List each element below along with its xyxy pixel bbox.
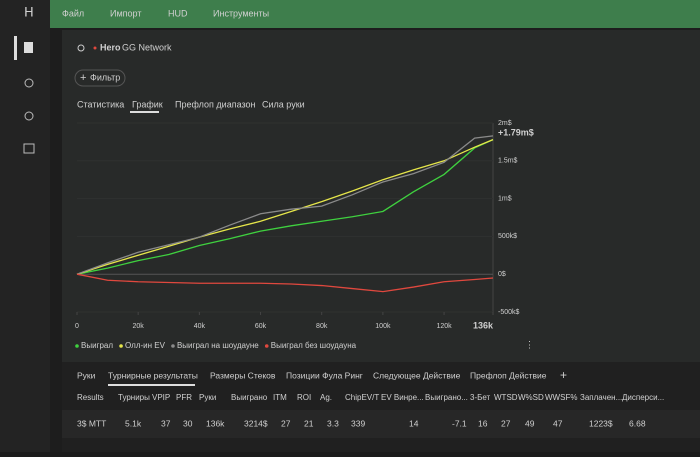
column-header[interactable]: ChipEV/T (345, 393, 379, 402)
x-tick-label: 40k (194, 323, 206, 330)
series-line (76, 139, 494, 275)
table-cell: 27 (281, 418, 291, 428)
bottom-tab[interactable]: Руки (77, 370, 96, 380)
column-header[interactable]: EV Винре... (381, 393, 424, 402)
sidebar (0, 0, 50, 452)
table-cell: 3.3 (327, 418, 339, 428)
series-line (76, 139, 494, 275)
column-header[interactable]: Заплачен... (580, 393, 622, 402)
x-tick-label: 20k (133, 323, 145, 330)
table-cell: 47 (553, 418, 563, 428)
column-header[interactable]: WTSD (494, 393, 518, 402)
series-line (76, 135, 494, 275)
icon-list[interactable] (23, 143, 35, 154)
table-row-bg (62, 410, 700, 438)
legend-dot[interactable] (171, 344, 175, 348)
logo: 𝖧 (24, 4, 34, 19)
filter-plus: + (80, 72, 86, 84)
column-header[interactable]: Выиграно... (425, 393, 468, 402)
y-tick-label: 500k$ (498, 233, 517, 240)
x-tick-label: 136k (473, 320, 494, 330)
legend-label[interactable]: Выиграл на шоудауне (177, 341, 259, 350)
series-line (76, 273, 494, 293)
end-label: +1.79m$ (498, 127, 534, 137)
column-header[interactable]: 3-Бет (470, 393, 491, 402)
legend-dot[interactable] (75, 344, 79, 348)
table-cell: 6.68 (629, 418, 646, 428)
network-name: GG Network (122, 42, 172, 52)
player-name: Hero (100, 42, 121, 52)
table-cell: 37 (161, 418, 171, 428)
column-header[interactable]: W%SD (518, 393, 544, 402)
network-dot (93, 46, 97, 50)
column-header[interactable]: WWSF% (545, 393, 577, 402)
column-header[interactable]: VPIP (152, 393, 170, 402)
table-cell: 339 (351, 418, 365, 428)
table-cell: 3214$ (244, 418, 268, 428)
legend-label[interactable]: Выиграл без шоудауна (271, 341, 357, 350)
y-tick-label: 2m$ (498, 120, 512, 127)
x-tick-label: 100k (375, 323, 391, 330)
add-tab[interactable]: + (560, 368, 567, 382)
tab[interactable]: Сила руки (262, 99, 305, 109)
tab[interactable]: График (132, 99, 163, 109)
legend-dot[interactable] (119, 344, 123, 348)
y-tick-label: 0$ (498, 271, 506, 278)
column-header[interactable]: ITM (273, 393, 287, 402)
table-cell: 30 (183, 418, 193, 428)
table-cell: 21 (304, 418, 314, 428)
icon-graph[interactable] (24, 78, 34, 88)
table-cell: -7.1 (452, 418, 467, 428)
table-cell: 3$ MTT (77, 418, 106, 428)
column-header[interactable]: Турниры (118, 393, 150, 402)
column-header[interactable]: ROI (297, 393, 311, 402)
legend-label[interactable]: Олл-ин EV (125, 341, 166, 350)
table-cell: 14 (409, 418, 419, 428)
bottom-tab[interactable]: Следующее Действие (373, 370, 461, 380)
x-tick-label: 80k (316, 323, 328, 330)
menu-bar (50, 0, 700, 28)
column-header[interactable]: Ag. (320, 393, 332, 402)
tab[interactable]: Префлоп диапазон (175, 99, 256, 109)
legend-dot[interactable] (264, 344, 269, 348)
y-tick-label: 1m$ (498, 195, 512, 202)
table-cell: 27 (501, 418, 511, 428)
column-header[interactable]: Дисперси... (622, 393, 664, 402)
more-menu[interactable]: ⋮ (525, 339, 534, 349)
menu-item[interactable]: Инструменты (213, 8, 269, 18)
x-tick-label: 0 (75, 323, 79, 330)
tab-underline (130, 111, 159, 113)
column-header[interactable]: Results (77, 393, 104, 402)
main-panel (62, 30, 700, 362)
column-header[interactable]: Руки (199, 393, 216, 402)
column-header[interactable]: Выиграно (231, 393, 268, 402)
active-marker (14, 36, 17, 60)
legend-label[interactable]: Выиграл (81, 341, 113, 350)
table-cell: 5.1k (125, 418, 142, 428)
table-cell: 16 (478, 418, 488, 428)
bottom-tab[interactable]: Префлоп Действие (470, 370, 547, 380)
column-header[interactable]: PFR (176, 393, 192, 402)
filter-label: Фильтр (90, 72, 120, 82)
icon-report[interactable] (24, 42, 33, 53)
table-cell: 49 (525, 418, 535, 428)
bottom-tab[interactable]: Турнирные результаты (108, 370, 198, 380)
x-tick-label: 60k (255, 323, 267, 330)
y-tick-label: 1.5m$ (498, 158, 518, 165)
menu-item[interactable]: HUD (168, 8, 188, 18)
table-cell: 1223$ (589, 418, 613, 428)
table-cell: 136k (206, 418, 225, 428)
y-tick-label: -500k$ (498, 309, 520, 316)
menu-item[interactable]: Файл (62, 8, 84, 18)
bottom-tab-underline (108, 384, 195, 386)
bottom-tab[interactable]: Позиции Фула Ринг (286, 370, 363, 380)
bottom-tab[interactable]: Размеры Стеков (210, 370, 276, 380)
x-tick-label: 120k (436, 323, 452, 330)
filter-button[interactable] (74, 69, 126, 87)
icon-live[interactable] (24, 111, 34, 121)
menu-item[interactable]: Импорт (110, 8, 141, 18)
player-icon (77, 44, 85, 52)
tab[interactable]: Статистика (77, 99, 124, 109)
